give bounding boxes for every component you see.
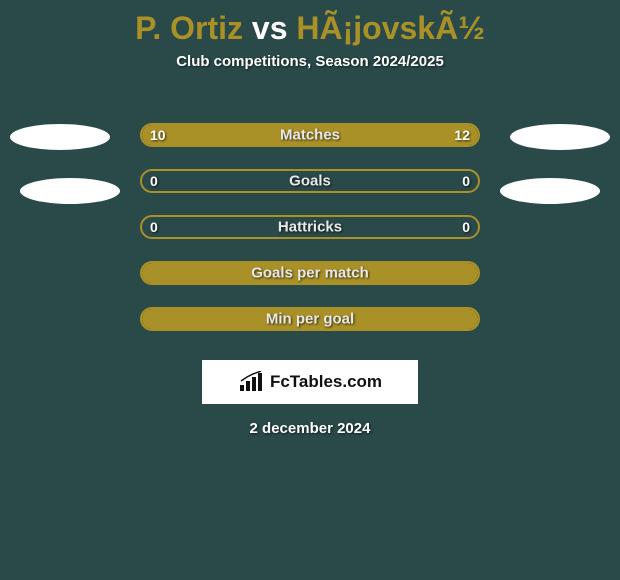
vs-text: vs (252, 10, 288, 46)
site-logo-text: FcTables.com (270, 372, 382, 392)
stat-value-right: 0 (462, 219, 470, 235)
stat-value-left: 0 (150, 219, 158, 235)
stat-row: 0 0 Hattricks (0, 204, 620, 250)
stats-container: 10 12 Matches 0 0 Goals 0 0 Hattricks Goals per m… (0, 112, 620, 342)
stat-bar-track: 10 12 Matches (140, 123, 480, 147)
stat-label: Goals (289, 173, 331, 190)
comparison-title: P. Ortiz vs HÃ¡jovskÃ½ (0, 0, 620, 47)
stat-row: 0 0 Goals (0, 158, 620, 204)
stat-value-right: 0 (462, 173, 470, 189)
stat-row: Min per goal (0, 296, 620, 342)
stat-label: Goals per match (251, 265, 369, 282)
stat-bar-track: Goals per match (140, 261, 480, 285)
stat-value-right: 12 (454, 127, 470, 143)
player2-name: HÃ¡jovskÃ½ (296, 10, 485, 46)
chart-icon (238, 371, 264, 393)
stat-row: 10 12 Matches (0, 112, 620, 158)
competition-subtitle: Club competitions, Season 2024/2025 (0, 53, 620, 70)
stat-value-left: 0 (150, 173, 158, 189)
stat-row: Goals per match (0, 250, 620, 296)
site-logo-box: FcTables.com (202, 360, 418, 404)
stat-bar-track: 0 0 Hattricks (140, 215, 480, 239)
stat-label: Min per goal (266, 311, 354, 328)
stat-label: Matches (280, 127, 340, 144)
stat-bar-track: Min per goal (140, 307, 480, 331)
stat-label: Hattricks (278, 219, 342, 236)
stat-bar-track: 0 0 Goals (140, 169, 480, 193)
stat-value-left: 10 (150, 127, 166, 143)
snapshot-date: 2 december 2024 (0, 420, 620, 437)
player1-name: P. Ortiz (135, 10, 243, 46)
